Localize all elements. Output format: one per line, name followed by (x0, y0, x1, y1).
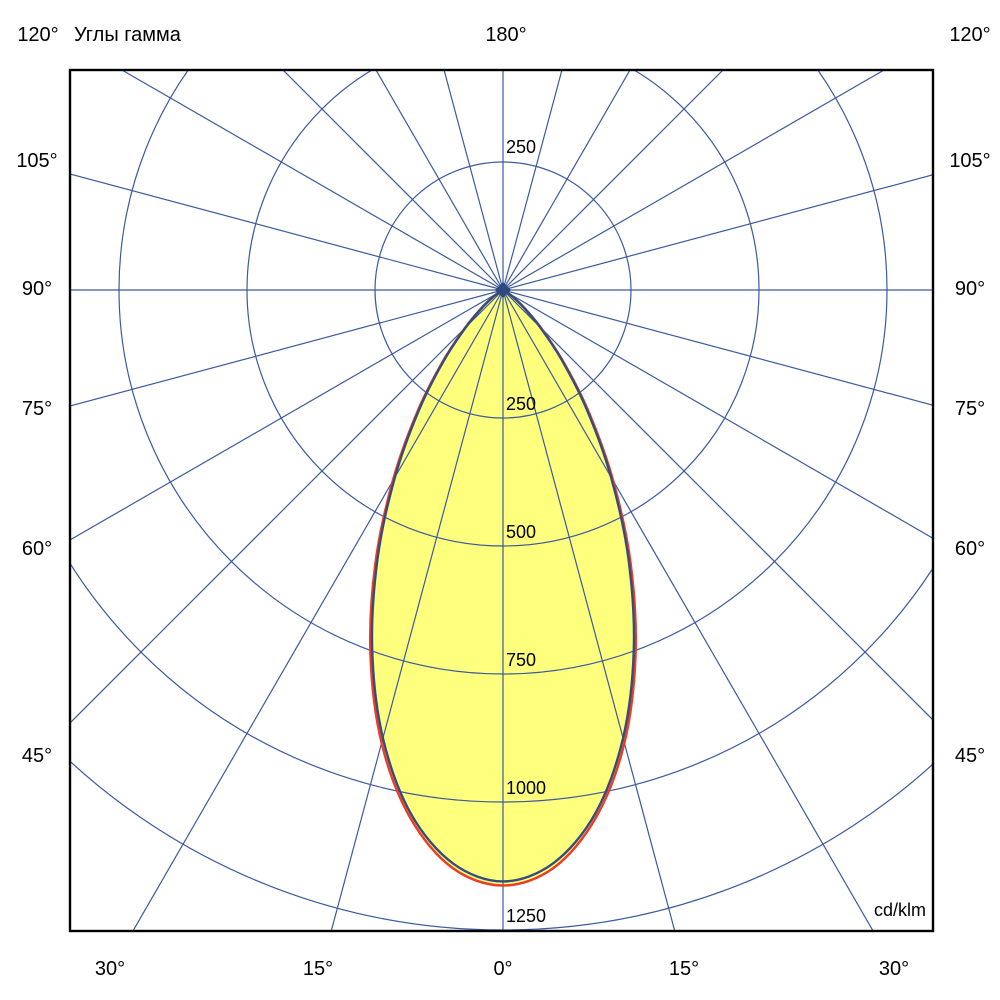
grid-ray (70, 173, 504, 291)
angle-label-180-top: 180° (485, 24, 527, 46)
grid-ray (502, 289, 676, 931)
chart-title: Углы гамма (74, 24, 181, 46)
radial-tick-label: 500 (506, 522, 536, 542)
radial-tick-label: 1250 (506, 906, 546, 926)
angle-label-bottom: 15° (303, 958, 333, 980)
center-point (495, 282, 511, 298)
grid-ray (70, 289, 504, 541)
unit-label: cd/klm (874, 900, 926, 920)
angle-label-120-top-right: 120° (949, 24, 991, 46)
angle-label-left: 90° (22, 278, 52, 300)
radial-tick-label: 750 (506, 650, 536, 670)
grid-ray (120, 70, 504, 291)
angle-label-right: 90° (955, 278, 985, 300)
grid-ray (282, 70, 504, 291)
grid-ray (70, 289, 504, 724)
grid-ray (375, 70, 504, 291)
radial-tick-label-upper: 250 (506, 137, 536, 157)
angle-label-left: 75° (22, 398, 52, 420)
radial-tick-label: 1000 (506, 778, 546, 798)
angle-label-left: 105° (16, 150, 57, 172)
grid-ray (502, 70, 886, 291)
angle-label-right: 105° (949, 150, 990, 172)
angle-label-bottom: 15° (669, 958, 699, 980)
angle-label-right: 60° (955, 538, 985, 560)
grid-ray (443, 70, 504, 291)
radial-tick-label: 250 (506, 394, 536, 414)
angle-label-right: 45° (955, 745, 985, 767)
grid-ray (330, 289, 504, 931)
angle-label-left: 45° (22, 745, 52, 767)
angle-label-left: 60° (22, 538, 52, 560)
grid-ray (502, 289, 933, 539)
grid-ray (502, 70, 724, 291)
grid-ray (502, 70, 563, 291)
angle-label-120-top-left: 120° (17, 24, 59, 46)
grid-ray (502, 70, 631, 291)
plot-border (68, 68, 935, 933)
grid-ray (502, 289, 933, 721)
grid-ray (502, 289, 933, 406)
angle-label-bottom: 30° (879, 958, 909, 980)
curve-blue (370, 289, 636, 883)
grid-ray (70, 289, 504, 407)
angle-label-right: 75° (955, 398, 985, 420)
angle-label-bottom: 0° (493, 958, 512, 980)
angle-label-bottom: 30° (95, 958, 125, 980)
grid-ray (502, 174, 933, 291)
